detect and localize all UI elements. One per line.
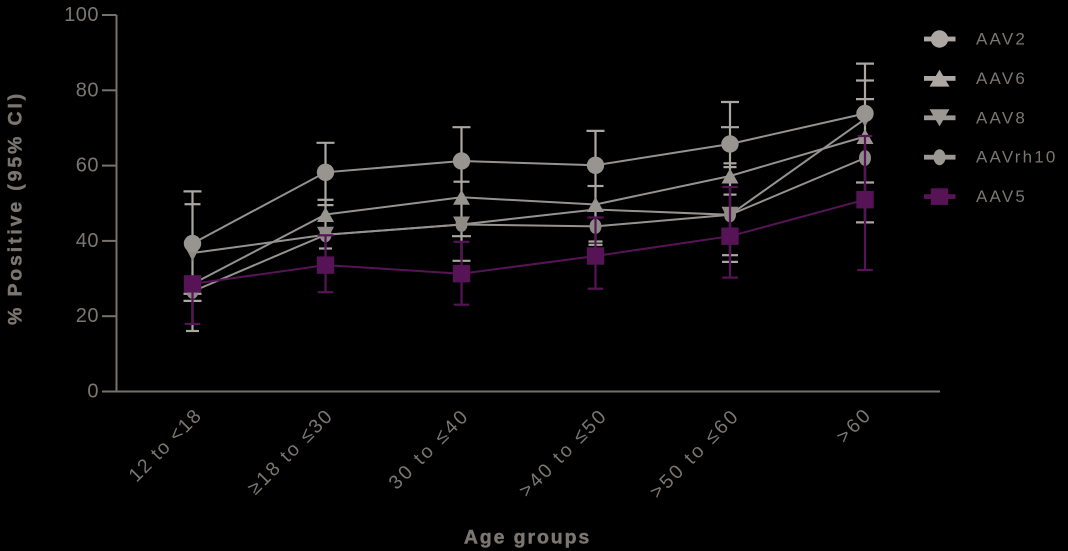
svg-text:AAVrh10: AAVrh10 (976, 148, 1058, 167)
svg-text:0: 0 (87, 381, 99, 403)
svg-text:60: 60 (76, 155, 99, 177)
svg-text:AAV6: AAV6 (976, 69, 1027, 88)
svg-text:100: 100 (64, 4, 99, 26)
svg-text:40: 40 (76, 230, 99, 252)
svg-text:% Positive (95% CI): % Positive (95% CI) (5, 91, 27, 325)
svg-text:AAV5: AAV5 (976, 187, 1027, 206)
svg-text:AAV8: AAV8 (976, 108, 1027, 127)
svg-text:20: 20 (76, 305, 99, 327)
svg-text:Age groups: Age groups (464, 527, 591, 549)
svg-text:AAV2: AAV2 (976, 30, 1027, 49)
svg-text:80: 80 (76, 79, 99, 101)
